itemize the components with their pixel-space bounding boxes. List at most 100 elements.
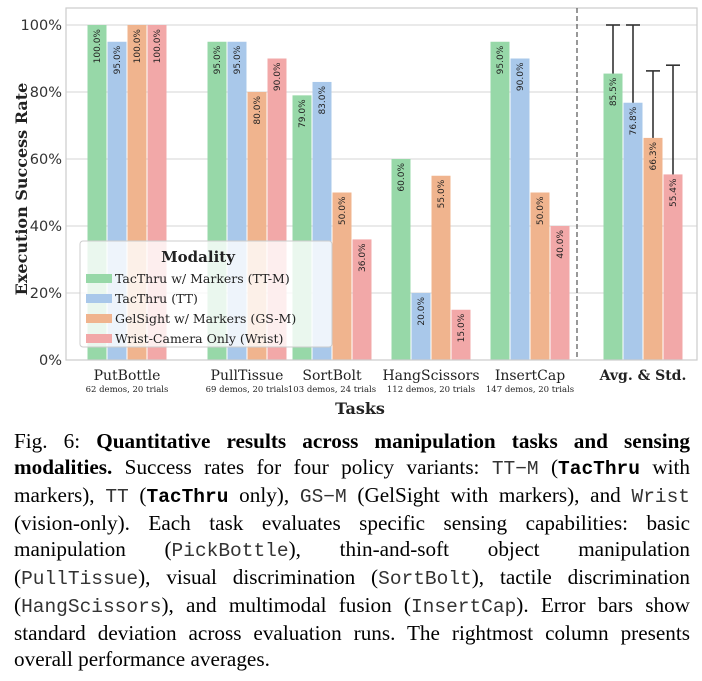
bar [603, 73, 623, 360]
bar [510, 58, 530, 360]
bar [411, 293, 431, 360]
x-tick-label: HangScissors [382, 368, 479, 384]
code-sortbolt: SortBolt [378, 568, 472, 590]
legend-items: TacThru w/ Markers (TT-M) TacThru (TT) Gel… [86, 271, 296, 346]
bar-value-label: 90.0% [516, 62, 526, 91]
legend-box [79, 240, 333, 348]
bar [623, 102, 643, 360]
bar-value-label: 95.0% [496, 45, 506, 74]
bar [332, 192, 352, 360]
legend-swatch [86, 334, 112, 343]
bar-value-label: 55.4% [669, 178, 679, 207]
caption-text: ), tactile discrimination ( [14, 565, 690, 617]
bar-value-label: 100.0% [133, 29, 143, 64]
caption-text: (vision-only). Each task evaluates speci… [14, 511, 690, 561]
bar-value-label: 85.5% [609, 77, 619, 106]
bar-value-label: 95.0% [113, 45, 123, 74]
bar-value-label: 76.8% [629, 106, 639, 135]
caption-text: ). Error bars show standard deviation ac… [14, 593, 690, 671]
legend-label: TacThru (TT) [115, 291, 198, 306]
bar [550, 226, 570, 360]
figure-caption: Fig. 6: Quantitative results across mani… [14, 428, 690, 672]
caption-text: (GelSight with markers), and [346, 483, 632, 507]
y-tick-label: 80% [30, 85, 62, 101]
figure-label: Fig. 6: [14, 429, 81, 453]
gridlines [66, 24, 697, 294]
legend-label: GelSight w/ Markers (GS-M) [115, 311, 296, 326]
x-tick-label: PullTissue [211, 368, 284, 384]
bar-value-label: 79.0% [298, 99, 308, 128]
x-tick-sublabel: 69 demos, 20 trials [206, 385, 289, 395]
bar-value-label: 66.3% [649, 141, 659, 170]
code-hangscissors: HangScissors [21, 596, 162, 618]
y-tick-label: 0% [39, 353, 62, 369]
legend-swatch [86, 274, 112, 283]
bar-value-label: 90.0% [273, 62, 283, 91]
bar-value-label: 100.0% [93, 29, 103, 64]
bar-value-label: 60.0% [397, 163, 407, 192]
bar-value-label: 20.0% [417, 297, 427, 326]
x-tick-sublabel: 147 demos, 20 trials [486, 385, 574, 395]
code-tt: TT [105, 486, 129, 508]
bar [530, 192, 550, 360]
x-tick-sublabel: 103 demos, 24 trials [288, 385, 376, 395]
bar [352, 239, 372, 360]
code-tt-m: TT−M [491, 458, 539, 480]
legend-label: Wrist-Camera Only (Wrist) [115, 331, 283, 346]
caption-text: ( [538, 455, 559, 479]
bar-value-label: 50.0% [338, 196, 348, 225]
bar-value-label: 95.0% [233, 45, 243, 74]
legend-swatch [86, 294, 112, 303]
code-pulltissue: PullTissue [21, 568, 139, 590]
legend: Modality TacThru w/ Markers (TT-M)TacThr… [79, 240, 333, 348]
code-tacthru: TacThru [146, 486, 229, 508]
caption-title: Quantitative results across manipulation… [14, 429, 690, 479]
bar-value-label: 50.0% [536, 196, 546, 225]
code-pickbottle: PickBottle [171, 540, 289, 562]
x-tick-label: Avg. & Std. [599, 368, 687, 384]
caption-text: ( [128, 483, 147, 507]
x-axis-title: Tasks [335, 399, 385, 418]
bar-value-label: 100.0% [153, 29, 163, 64]
y-tick-label: 100% [21, 18, 62, 34]
legend-label: TacThru w/ Markers (TT-M) [115, 271, 290, 286]
bar [663, 174, 683, 360]
y-tick-label: 20% [30, 286, 62, 302]
caption-text: ), thin-and-soft object manipulation ( [14, 537, 690, 589]
y-tick-label: 40% [30, 219, 62, 235]
caption-text: ), visual discrimination ( [138, 565, 379, 589]
x-tick-sublabel: 62 demos, 20 trials [86, 385, 169, 395]
code-tacthru: TacThru [558, 458, 640, 480]
caption-text: Success rates for four policy variants: [112, 455, 492, 479]
code-insertcap: InsertCap [410, 596, 517, 618]
caption-text: with markers), [14, 455, 690, 507]
code-wrist: Wrist [631, 486, 691, 508]
bar-value-label: 36.0% [358, 243, 368, 272]
code-gs-m: GS−M [299, 486, 347, 508]
x-tick-label: InsertCap [495, 368, 565, 384]
bar-value-label: 55.0% [437, 179, 447, 208]
caption-text: only), [228, 483, 300, 507]
bar-value-label: 80.0% [253, 96, 263, 125]
y-axis-title: Execution Success Rate [12, 83, 31, 296]
legend-title: Modality [161, 248, 236, 266]
bar [431, 175, 451, 360]
bar [643, 137, 663, 360]
bar-value-label: 83.0% [318, 86, 328, 115]
x-tick-label: SortBolt [302, 368, 362, 384]
bar [391, 159, 411, 360]
x-tick-label: PutBottle [94, 368, 161, 384]
bar-chart: 100.0% 95.0% 100.0% 100.0% 95.0% 95.0% 80.0% 90… [12, 7, 698, 418]
legend-swatch [86, 314, 112, 323]
bar-value-label: 95.0% [213, 45, 223, 74]
bar-value-label: 40.0% [556, 230, 566, 259]
bar [451, 309, 471, 360]
error-bars [606, 24, 680, 175]
y-axis-ticks: 0% 20% 40% 60% 80% 100% [21, 18, 62, 369]
bar [490, 41, 510, 360]
caption-text: ), and multimodal fusion ( [161, 593, 411, 617]
bar-value-label: 15.0% [457, 313, 467, 342]
x-tick-sublabel: 112 demos, 20 trials [387, 385, 475, 395]
plot-frame [65, 7, 698, 361]
